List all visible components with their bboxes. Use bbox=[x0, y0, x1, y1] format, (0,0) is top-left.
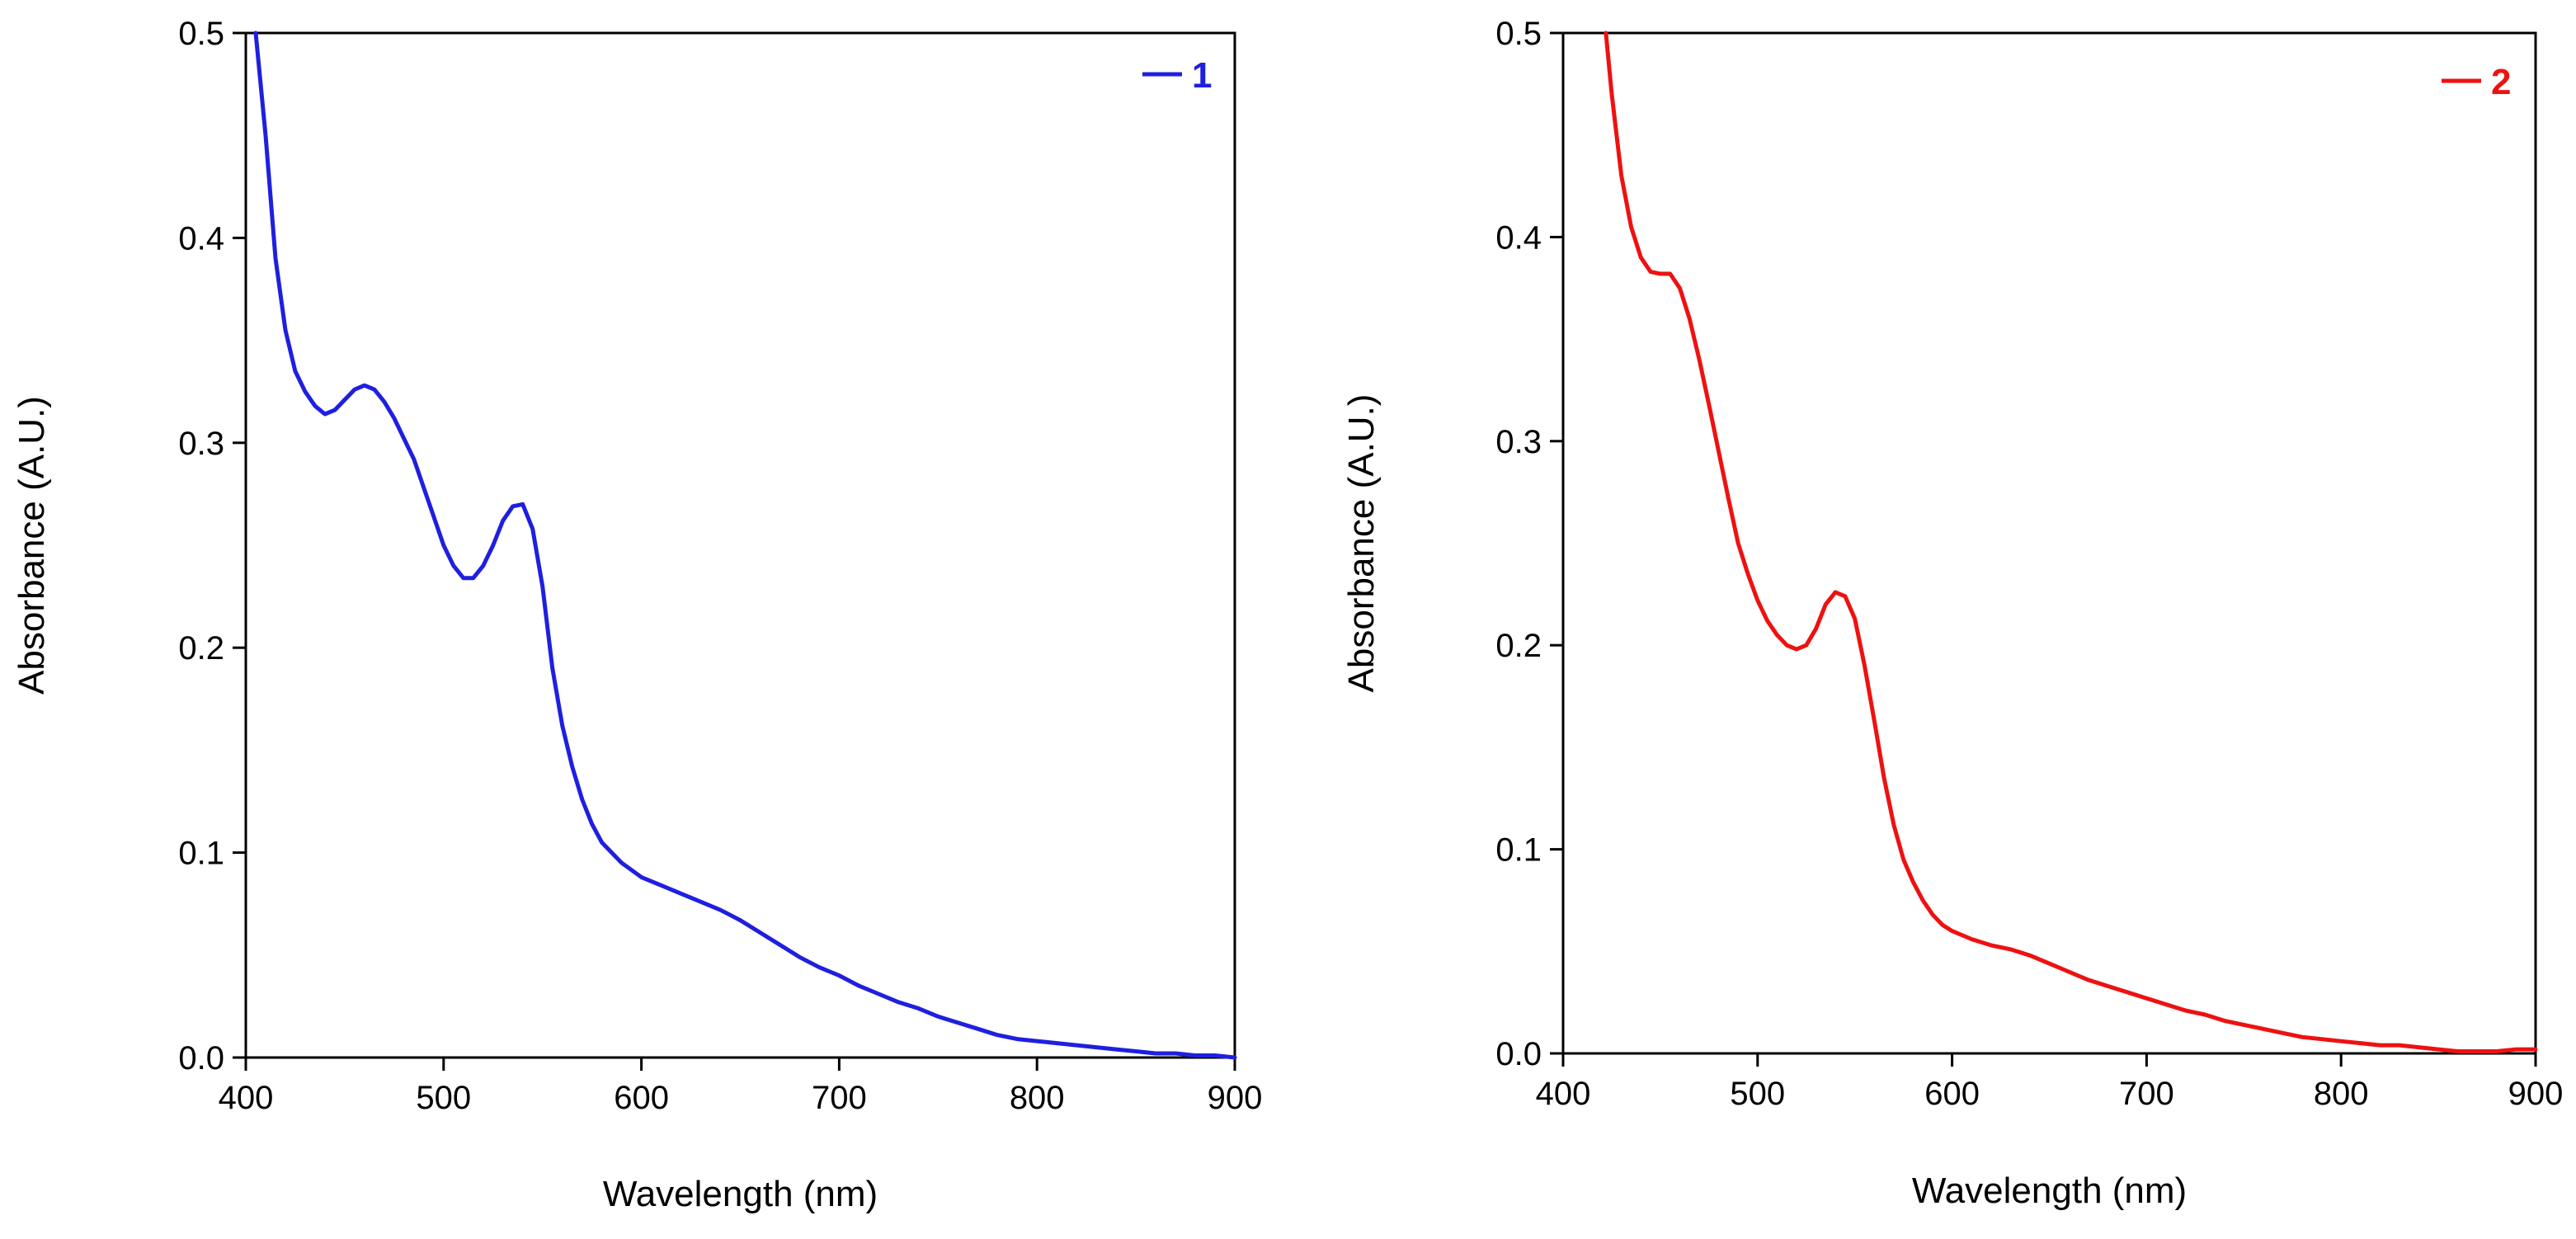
x-tick-label: 700 bbox=[2119, 1076, 2174, 1112]
y-axis-label: Absorbance (A.U.) bbox=[1341, 394, 1382, 693]
y-tick-label: 0.2 bbox=[1495, 628, 1542, 664]
y-tick-label: 0.5 bbox=[1495, 16, 1542, 52]
x-axis-label: Wavelength (nm) bbox=[1912, 1171, 2187, 1211]
x-tick-label: 900 bbox=[2508, 1076, 2564, 1112]
y-axis-label: Absorbance (A.U.) bbox=[12, 396, 52, 695]
y-tick-label: 0.4 bbox=[178, 220, 224, 257]
chart-panel-1: 0.0 0.1 0.2 0.3 0.4 0.5 400 500 600 700 800 900 Wave… bbox=[12, 16, 1262, 1214]
x-tick-label: 600 bbox=[614, 1080, 669, 1116]
y-tick-label: 0.3 bbox=[1495, 424, 1542, 460]
x-tick-label: 500 bbox=[416, 1080, 471, 1116]
legend-label: 1 bbox=[1192, 55, 1212, 96]
series-line-2 bbox=[1604, 31, 2538, 1053]
x-tick-label: 400 bbox=[1536, 1076, 1591, 1112]
x-tick-label: 800 bbox=[2314, 1076, 2369, 1112]
x-tick-label: 600 bbox=[1924, 1076, 1980, 1112]
legend-label: 2 bbox=[2491, 62, 2511, 102]
x-tick-label: 700 bbox=[812, 1080, 867, 1116]
y-tick-label: 0.2 bbox=[178, 630, 224, 667]
y-tick-label: 0.0 bbox=[178, 1040, 224, 1076]
x-tick-label: 800 bbox=[1010, 1080, 1065, 1116]
y-tick-label: 0.0 bbox=[1495, 1036, 1542, 1072]
x-axis-label: Wavelength (nm) bbox=[603, 1174, 878, 1214]
x-tick-label: 500 bbox=[1730, 1076, 1785, 1112]
y-tick-label: 0.1 bbox=[1495, 832, 1542, 869]
y-tick-label: 0.3 bbox=[178, 426, 224, 462]
series-line-1 bbox=[253, 31, 1237, 1060]
plot-frame bbox=[244, 31, 1236, 1059]
y-tick-label: 0.4 bbox=[1495, 219, 1542, 256]
x-tick-label: 400 bbox=[219, 1080, 274, 1116]
chart-panel-2: 0.0 0.1 0.2 0.3 0.4 0.5 400 500 600 700 800 900 Wave… bbox=[1341, 16, 2563, 1211]
plot-frame bbox=[1561, 31, 2537, 1055]
y-tick-label: 0.1 bbox=[178, 836, 224, 872]
x-tick-label: 900 bbox=[1208, 1080, 1263, 1116]
y-tick-label: 0.5 bbox=[178, 16, 224, 52]
